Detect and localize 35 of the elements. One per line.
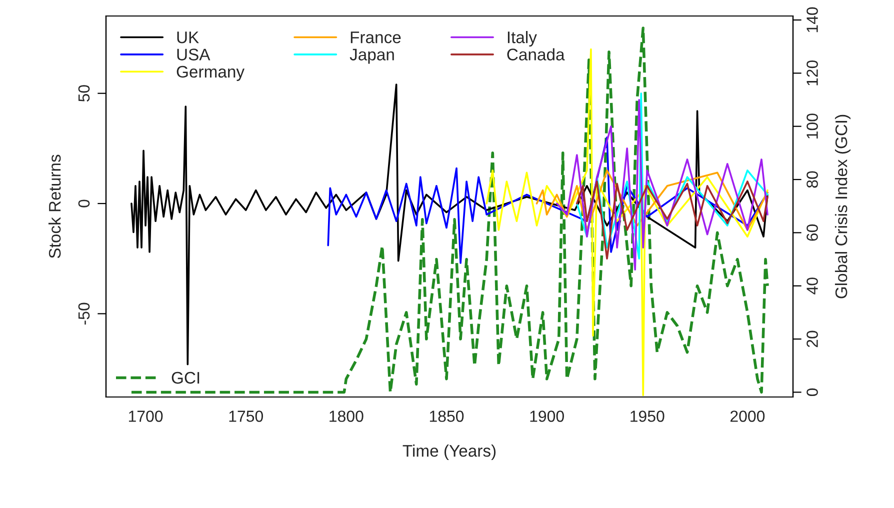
x-tick-label: 1800 bbox=[330, 410, 364, 422]
x-tick-label: 1700 bbox=[128, 410, 163, 422]
legend-label: Italy bbox=[508, 31, 537, 47]
y2-axis-title: Global Crisis Index (GCI) bbox=[834, 114, 850, 298]
line-series bbox=[486, 48, 768, 396]
legend-label: Germany bbox=[176, 66, 245, 81]
legend-label: USA bbox=[177, 48, 210, 60]
legend-label: GCI bbox=[172, 372, 200, 384]
y2-tick-label: 100 bbox=[806, 114, 818, 138]
line-series bbox=[556, 99, 768, 271]
legend-label: Canada bbox=[507, 48, 565, 60]
x-axis-title: Time (Years) bbox=[402, 444, 496, 460]
x-tick-label: 1900 bbox=[530, 410, 564, 422]
y2-tick-label: 120 bbox=[806, 60, 818, 86]
x-tick-label: 1950 bbox=[630, 410, 664, 422]
y2-tick-label: 80 bbox=[806, 171, 818, 188]
line-series bbox=[130, 26, 769, 394]
y2-tick-label: 40 bbox=[806, 278, 818, 294]
y2-tick-label: 60 bbox=[806, 224, 818, 241]
legend-label: Japan bbox=[350, 48, 394, 64]
line-series bbox=[576, 180, 768, 260]
y-tick-label: 50 bbox=[78, 85, 90, 102]
x-tick-label: 1750 bbox=[229, 410, 263, 422]
y2-tick-label: 0 bbox=[806, 388, 818, 396]
legend-label: France bbox=[350, 32, 401, 44]
x-tick-label: 2000 bbox=[730, 410, 765, 422]
y-tick-label: -50 bbox=[78, 302, 90, 325]
y2-tick-label: 20 bbox=[806, 330, 818, 348]
line-series bbox=[130, 84, 768, 366]
x-tick-label: 1850 bbox=[430, 410, 464, 422]
line-series bbox=[536, 170, 768, 231]
y2-tick-label: 140 bbox=[806, 7, 818, 32]
y-axis-title: Stock Returns bbox=[48, 154, 61, 258]
y-tick-label: 0 bbox=[78, 200, 90, 208]
legend-label: UK bbox=[177, 32, 199, 44]
